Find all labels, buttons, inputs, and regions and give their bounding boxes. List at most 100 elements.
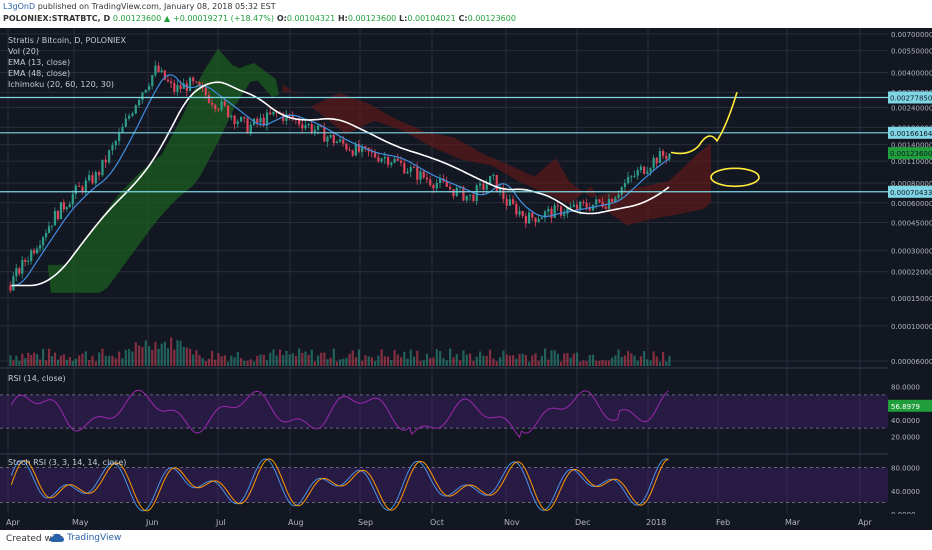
- candle-body: [114, 141, 117, 146]
- candle-body: [15, 268, 18, 277]
- stoch-rsi-pane: [0, 458, 888, 512]
- candle-body: [620, 187, 623, 195]
- tradingview-logo[interactable]: TradingView: [50, 533, 121, 543]
- volume-bars: [9, 337, 671, 366]
- last-price: 0.00123600: [112, 14, 162, 23]
- chart-area[interactable]: 0.007000000.005500000.004000000.00300000…: [0, 28, 932, 530]
- price-label: 0.00166164: [890, 130, 932, 138]
- candle-body: [658, 151, 662, 164]
- volume-bar: [27, 352, 30, 366]
- volume-bar: [572, 353, 575, 366]
- volume-bar: [390, 360, 393, 366]
- volume-bar: [614, 355, 617, 366]
- stoch-d-line: [10, 458, 669, 512]
- volume-bar: [259, 354, 262, 366]
- stoch-legend[interactable]: Stoch RSI (3, 3, 14, 14, close): [8, 458, 127, 467]
- candle-body: [639, 166, 643, 170]
- candle-body: [310, 123, 313, 133]
- volume-bar: [485, 355, 488, 366]
- volume-bar: [399, 357, 403, 366]
- volume-bar: [47, 348, 51, 366]
- volume-bar: [512, 355, 515, 366]
- volume-bar: [598, 360, 601, 366]
- tradingview-brand: TradingView: [67, 533, 122, 543]
- price-axis[interactable]: 0.007000000.005500000.004000000.00300000…: [888, 28, 932, 519]
- volume-bar: [275, 355, 278, 366]
- author-link[interactable]: L3gOnD: [3, 2, 36, 11]
- legend-ichimoku[interactable]: Ichimoku (20, 60, 120, 30): [8, 80, 115, 89]
- legend-ema13[interactable]: EMA (13, close): [8, 58, 71, 67]
- legend-volume[interactable]: Vol (20): [8, 47, 39, 56]
- volume-bar: [192, 354, 195, 366]
- volume-bar: [335, 361, 339, 366]
- candle-body: [412, 167, 416, 169]
- time-tick-label: Feb: [716, 518, 730, 527]
- candle-body: [163, 70, 166, 80]
- candle-body: [33, 250, 36, 254]
- candle-body: [316, 125, 320, 130]
- volume-bar: [339, 359, 342, 366]
- time-axis[interactable]: Apr May Jun Jul Aug Sep Oct Nov Dec 2018 Feb Mar Apr: [0, 514, 932, 530]
- candle-body: [646, 171, 649, 174]
- high-label: H:: [337, 14, 348, 23]
- candle-body: [91, 175, 94, 184]
- candle-body: [636, 169, 639, 176]
- legend-ema48[interactable]: EMA (48, close): [8, 69, 71, 78]
- candle-body: [556, 205, 559, 207]
- volume-bar: [604, 360, 607, 366]
- candle-body: [348, 149, 351, 151]
- volume-bar: [56, 359, 60, 366]
- rsi-legend[interactable]: RSI (14, close): [8, 374, 66, 383]
- volume-bar: [111, 355, 114, 366]
- volume-bar: [383, 356, 386, 366]
- volume-bar: [528, 361, 531, 366]
- candle-body: [9, 285, 12, 291]
- candle-body: [68, 204, 71, 208]
- candle-body: [432, 185, 435, 189]
- chart-canvas[interactable]: 0.007000000.005500000.004000000.00300000…: [0, 28, 932, 530]
- candle-body: [249, 124, 252, 134]
- time-tick-label: Jul: [215, 518, 226, 527]
- volume-bar: [409, 349, 412, 366]
- candle-body: [387, 156, 390, 165]
- volume-bar: [288, 354, 291, 366]
- drawing-annotations[interactable]: [670, 91, 760, 188]
- volume-bar: [442, 358, 445, 366]
- volume-bar: [505, 354, 508, 366]
- volume-bar: [432, 357, 435, 366]
- volume-bar: [342, 358, 345, 366]
- rsi-band: [0, 394, 888, 429]
- horizontal-levels[interactable]: [0, 96, 888, 193]
- candle-body: [655, 157, 658, 164]
- volume-bar: [636, 360, 639, 366]
- time-tick-label: Nov: [504, 518, 520, 527]
- volume-bar: [104, 355, 107, 366]
- rsi-line: [10, 389, 669, 439]
- volume-bar: [357, 349, 361, 366]
- candle-body: [227, 105, 230, 118]
- price-tick-label: 0.00045000: [891, 220, 932, 228]
- volume-bar: [556, 354, 559, 366]
- candle-body: [157, 65, 160, 73]
- candle-body: [409, 167, 412, 172]
- volume-bar: [521, 353, 524, 366]
- time-tick-label: Apr: [6, 518, 21, 527]
- candle-body: [361, 146, 364, 152]
- legend-title: Stratis / Bitcoin, D, POLONIEX: [8, 36, 126, 45]
- candle-body: [563, 213, 566, 216]
- candle-body: [582, 201, 585, 203]
- candle-body: [24, 259, 27, 262]
- time-tick-label: Aug: [288, 518, 304, 527]
- volume-bar: [380, 349, 383, 366]
- volume-bar: [298, 348, 301, 366]
- candle-body: [118, 132, 121, 142]
- stoch-k-line: [10, 458, 669, 512]
- price-tick-label: 0.00030000: [891, 247, 932, 255]
- volume-bar: [252, 361, 256, 366]
- volume-bar: [230, 355, 233, 366]
- volume-bar: [220, 356, 223, 366]
- volume-bar: [540, 355, 543, 366]
- price-tick-label: 0.00022000: [891, 269, 932, 277]
- projection-curve: [670, 91, 738, 155]
- candle-body: [128, 115, 131, 119]
